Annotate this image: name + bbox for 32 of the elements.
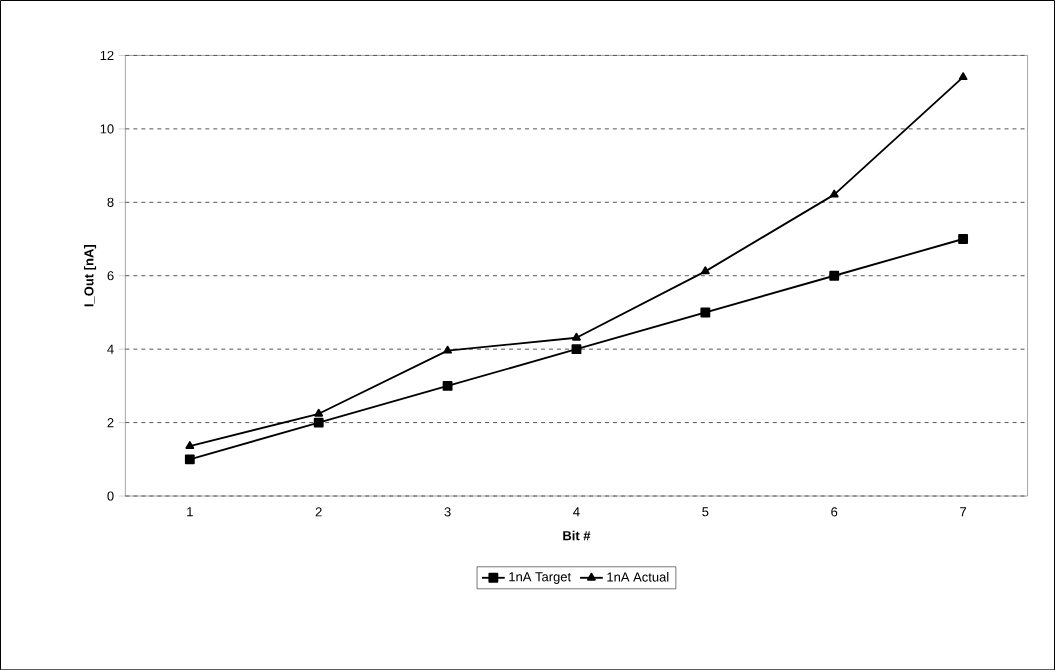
y-tick-label: 0	[107, 491, 114, 501]
point	[829, 270, 840, 281]
x-tick-label: 7	[960, 507, 967, 517]
point	[958, 72, 968, 80]
x-tick-label: 4	[573, 507, 580, 517]
legend-label: 1nA Actual	[607, 571, 669, 582]
x-tick-label: 6	[831, 507, 838, 517]
x-tick-label: 2	[315, 507, 322, 517]
point	[700, 266, 710, 275]
point	[700, 307, 711, 318]
point	[313, 417, 324, 428]
x-tick-label: 5	[702, 507, 709, 517]
point	[184, 454, 195, 465]
point	[571, 344, 582, 354]
y-axis-title: I_Out [nA]	[83, 244, 97, 307]
point	[442, 380, 453, 391]
y-tick-label: 4	[107, 344, 114, 354]
x-axis-title: Bit #	[563, 530, 591, 541]
y-tick-label: 12	[100, 50, 114, 60]
legend-label: 1nA Target	[509, 572, 572, 584]
y-tick-label: 8	[107, 197, 114, 207]
y-tick-label: 10	[100, 124, 114, 134]
x-tick-label: 1	[187, 507, 193, 517]
point	[572, 332, 581, 341]
y-tick-label: 6	[107, 270, 114, 281]
point	[958, 233, 969, 244]
point	[185, 440, 195, 449]
y-tick-label: 2	[107, 417, 114, 427]
x-tick-label: 3	[444, 507, 451, 517]
point	[829, 189, 839, 198]
point	[443, 345, 452, 354]
point	[314, 408, 324, 417]
